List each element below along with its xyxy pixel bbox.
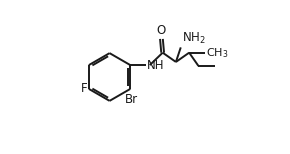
- Text: Br: Br: [124, 93, 137, 106]
- Text: O: O: [157, 24, 166, 37]
- Text: NH$_2$: NH$_2$: [182, 31, 205, 46]
- Text: NH: NH: [147, 59, 165, 72]
- Text: F: F: [81, 82, 87, 95]
- Text: CH$_3$: CH$_3$: [206, 46, 229, 60]
